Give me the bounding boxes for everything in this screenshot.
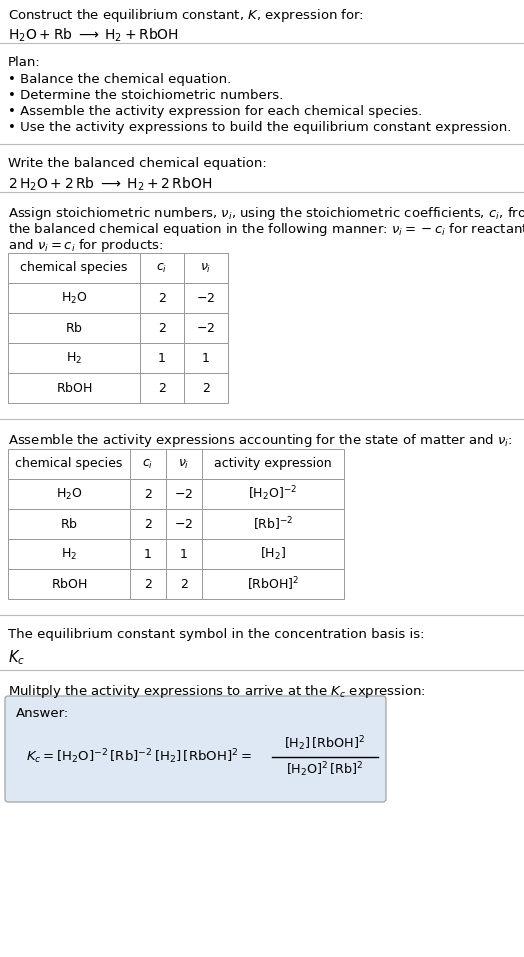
Text: $[\mathrm{Rb}]^{-2}$: $[\mathrm{Rb}]^{-2}$ (253, 515, 293, 533)
Text: $K_c = [\mathrm{H_2O}]^{-2}\,[\mathrm{Rb}]^{-2}\,[\mathrm{H_2}]\,[\mathrm{RbOH}]: $K_c = [\mathrm{H_2O}]^{-2}\,[\mathrm{Rb… (26, 747, 252, 767)
Text: Write the balanced chemical equation:: Write the balanced chemical equation: (8, 157, 267, 170)
Text: $-2$: $-2$ (174, 487, 193, 501)
Text: the balanced chemical equation in the following manner: $\nu_i = -c_i$ for react: the balanced chemical equation in the fo… (8, 221, 524, 238)
Bar (166, 539, 202, 569)
Text: 2: 2 (158, 292, 166, 304)
Text: • Assemble the activity expression for each chemical species.: • Assemble the activity expression for e… (8, 105, 422, 118)
Text: $[\mathrm{H_2}]\,[\mathrm{RbOH}]^2$: $[\mathrm{H_2}]\,[\mathrm{RbOH}]^2$ (285, 735, 366, 753)
Text: chemical species: chemical species (20, 261, 128, 275)
Text: $\mathrm{RbOH}$: $\mathrm{RbOH}$ (51, 577, 88, 591)
Text: 2: 2 (158, 382, 166, 394)
Text: $\mathrm{Rb}$: $\mathrm{Rb}$ (65, 321, 83, 335)
Text: 2: 2 (202, 382, 210, 394)
Bar (202, 449, 344, 479)
Bar (8, 283, 140, 313)
Bar (202, 569, 344, 599)
Text: • Determine the stoichiometric numbers.: • Determine the stoichiometric numbers. (8, 89, 283, 102)
Bar (130, 449, 166, 479)
Bar (140, 253, 184, 283)
Text: 2: 2 (144, 487, 152, 501)
Bar (140, 373, 184, 403)
Text: chemical species: chemical species (15, 457, 123, 471)
Bar (140, 343, 184, 373)
Bar (8, 509, 130, 539)
Text: 2: 2 (144, 518, 152, 530)
Text: $\nu_i$: $\nu_i$ (178, 457, 190, 471)
Text: $[\mathrm{H_2}]$: $[\mathrm{H_2}]$ (260, 545, 286, 562)
Text: $\mathrm{2\,H_2O + 2\,Rb \;\longrightarrow\; H_2 + 2\,RbOH}$: $\mathrm{2\,H_2O + 2\,Rb \;\longrightarr… (8, 176, 212, 193)
Text: $\nu_i$: $\nu_i$ (200, 261, 212, 275)
Text: Answer:: Answer: (16, 707, 69, 720)
Bar (130, 479, 166, 509)
Text: • Balance the chemical equation.: • Balance the chemical equation. (8, 73, 231, 86)
Bar (130, 509, 166, 539)
Text: 1: 1 (180, 547, 188, 561)
Text: 1: 1 (144, 547, 152, 561)
Bar (8, 479, 130, 509)
Text: $-2$: $-2$ (196, 322, 215, 335)
Text: $\mathrm{H_2O}$: $\mathrm{H_2O}$ (61, 291, 88, 305)
Text: $\mathrm{H_2}$: $\mathrm{H_2}$ (66, 350, 82, 366)
Bar (130, 569, 166, 599)
Bar (166, 569, 202, 599)
Bar (166, 509, 202, 539)
Text: $\mathrm{H_2}$: $\mathrm{H_2}$ (61, 546, 77, 562)
Bar (8, 343, 140, 373)
Text: $c_i$: $c_i$ (156, 261, 168, 275)
Text: Assign stoichiometric numbers, $\nu_i$, using the stoichiometric coefficients, $: Assign stoichiometric numbers, $\nu_i$, … (8, 205, 524, 222)
Bar (202, 509, 344, 539)
Bar (8, 569, 130, 599)
Text: $[\mathrm{H_2O}]^2\,[\mathrm{Rb}]^2$: $[\mathrm{H_2O}]^2\,[\mathrm{Rb}]^2$ (286, 761, 364, 779)
Bar (8, 313, 140, 343)
Text: Mulitply the activity expressions to arrive at the $K_c$ expression:: Mulitply the activity expressions to arr… (8, 683, 426, 700)
Text: • Use the activity expressions to build the equilibrium constant expression.: • Use the activity expressions to build … (8, 121, 511, 134)
Text: activity expression: activity expression (214, 457, 332, 471)
Bar (184, 283, 228, 313)
Bar (140, 283, 184, 313)
Bar (140, 313, 184, 343)
Text: $-2$: $-2$ (174, 518, 193, 530)
Text: and $\nu_i = c_i$ for products:: and $\nu_i = c_i$ for products: (8, 237, 163, 254)
Text: 1: 1 (158, 351, 166, 365)
Text: $K_c$: $K_c$ (8, 648, 25, 667)
Text: 1: 1 (202, 351, 210, 365)
Text: $-2$: $-2$ (196, 292, 215, 304)
Bar (8, 449, 130, 479)
Bar (202, 479, 344, 509)
Text: $\mathrm{H_2O}$: $\mathrm{H_2O}$ (56, 486, 82, 501)
Bar (8, 373, 140, 403)
Text: Plan:: Plan: (8, 56, 41, 69)
Text: Assemble the activity expressions accounting for the state of matter and $\nu_i$: Assemble the activity expressions accoun… (8, 432, 512, 449)
Bar (184, 343, 228, 373)
Bar (184, 253, 228, 283)
Bar (166, 479, 202, 509)
Bar (8, 539, 130, 569)
Text: $\mathrm{H_2O + Rb \;\longrightarrow\; H_2 + RbOH}$: $\mathrm{H_2O + Rb \;\longrightarrow\; H… (8, 27, 179, 44)
Text: $c_i$: $c_i$ (143, 457, 154, 471)
Bar (130, 539, 166, 569)
Text: 2: 2 (144, 577, 152, 590)
FancyBboxPatch shape (5, 696, 386, 802)
Bar (184, 373, 228, 403)
Bar (202, 539, 344, 569)
Bar (8, 253, 140, 283)
Text: Construct the equilibrium constant, $K$, expression for:: Construct the equilibrium constant, $K$,… (8, 7, 364, 24)
Text: 2: 2 (180, 577, 188, 590)
Text: The equilibrium constant symbol in the concentration basis is:: The equilibrium constant symbol in the c… (8, 628, 424, 641)
Bar (166, 449, 202, 479)
Text: 2: 2 (158, 322, 166, 335)
Text: $\mathrm{Rb}$: $\mathrm{Rb}$ (60, 517, 78, 531)
Text: $[\mathrm{RbOH}]^2$: $[\mathrm{RbOH}]^2$ (247, 575, 299, 592)
Text: $[\mathrm{H_2O}]^{-2}$: $[\mathrm{H_2O}]^{-2}$ (248, 484, 298, 503)
Text: $\mathrm{RbOH}$: $\mathrm{RbOH}$ (56, 381, 92, 395)
Bar (184, 313, 228, 343)
